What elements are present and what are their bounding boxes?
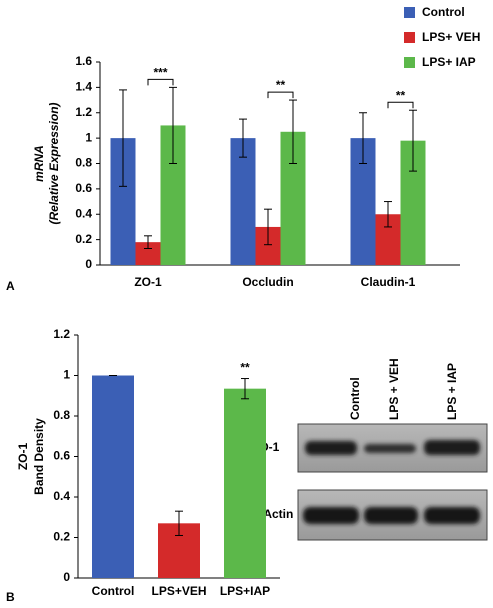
y-axis-label: (Relative Expression): [47, 102, 61, 224]
significance-label: **: [276, 78, 286, 92]
y-axis-label: ZO-1: [16, 443, 30, 471]
bar: [224, 388, 266, 578]
bar: [135, 242, 161, 265]
legend-label: LPS+ IAP: [422, 55, 476, 69]
x-tick-label: LPS+VEH: [151, 584, 206, 598]
y-tick-label: 1.2: [75, 105, 92, 119]
blot-lane-label: LPS + VEH: [387, 358, 401, 420]
y-tick-label: 0: [85, 257, 92, 271]
y-tick-label: 0.8: [75, 156, 92, 170]
x-tick-label: Claudin-1: [361, 275, 416, 289]
significance-label: **: [396, 88, 406, 102]
y-tick-label: 0.2: [53, 530, 70, 544]
y-tick-label: 0.4: [53, 489, 70, 503]
bar: [230, 138, 256, 265]
legend-label: LPS+ VEH: [422, 30, 480, 44]
y-tick-label: 0.6: [75, 181, 92, 195]
y-tick-label: 1: [63, 368, 70, 382]
significance-bracket: [387, 101, 414, 109]
legend-swatch: [404, 57, 415, 68]
y-tick-label: 1.2: [53, 327, 70, 341]
legend-label: Control: [422, 5, 465, 19]
y-tick-label: 0.2: [75, 232, 92, 246]
legend-swatch: [404, 32, 415, 43]
y-tick-label: 0.8: [53, 408, 70, 422]
x-tick-label: Control: [92, 584, 135, 598]
panel-label: B: [6, 590, 15, 604]
y-axis-label: mRNA: [32, 145, 46, 182]
significance-label: ***: [153, 66, 167, 80]
significance-label: **: [240, 361, 250, 375]
legend-swatch: [404, 7, 415, 18]
x-tick-label: Occludin: [242, 275, 293, 289]
bar: [92, 375, 134, 578]
significance-bracket: [267, 91, 294, 99]
x-tick-label: ZO-1: [134, 275, 162, 289]
x-tick-label: LPS+IAP: [220, 584, 270, 598]
blot-lane-label: LPS + IAP: [445, 363, 459, 420]
y-tick-label: 1.4: [75, 80, 92, 94]
panel-label: A: [6, 279, 15, 293]
significance-bracket: [147, 78, 174, 86]
y-tick-label: 0.4: [75, 206, 92, 220]
y-tick-label: 0: [63, 570, 70, 584]
y-axis-label: Band Density: [32, 418, 46, 495]
blot-bands: [303, 440, 480, 524]
y-tick-label: 0.6: [53, 449, 70, 463]
blot-lane-label: Control: [348, 377, 362, 420]
y-tick-label: 1.6: [75, 54, 92, 68]
y-tick-label: 1: [85, 130, 92, 144]
